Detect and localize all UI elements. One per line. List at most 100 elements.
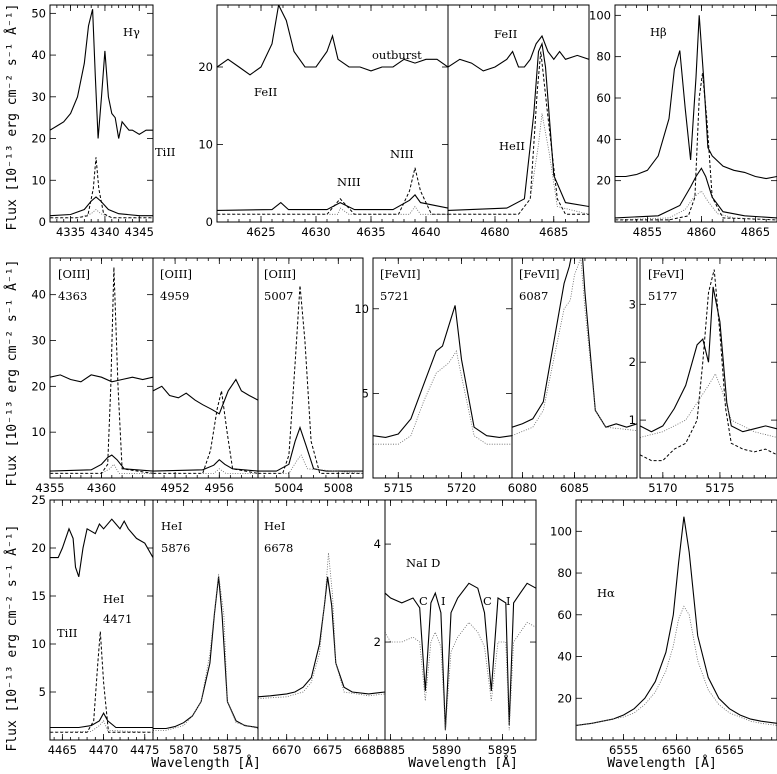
panel-7-series-3-line bbox=[258, 454, 363, 474]
x-tick-label: 5895 bbox=[488, 743, 517, 757]
x-tick-label: 5885 bbox=[376, 743, 405, 757]
x-tick-label: 4465 bbox=[48, 743, 77, 757]
y-tick-label: 20 bbox=[31, 132, 46, 146]
x-tick-label: 4860 bbox=[687, 225, 716, 239]
panel-3-annotation: HeII bbox=[499, 139, 525, 153]
panel-7-frame bbox=[257, 257, 364, 479]
panel-5-series-1-line bbox=[50, 374, 153, 383]
panel-2-series bbox=[217, 5, 448, 215]
panel-4-series bbox=[615, 15, 777, 221]
panel-13-frame bbox=[257, 499, 386, 741]
y-tick-label: 30 bbox=[31, 90, 46, 104]
panel-11-series bbox=[50, 518, 153, 733]
panel-9-annotation: [FeVII] bbox=[519, 267, 560, 281]
x-tick-label: 4640 bbox=[411, 225, 440, 239]
y-tick-label: 15 bbox=[31, 589, 46, 603]
y-tick-label: 20 bbox=[596, 174, 611, 188]
panel-7-annotation: 5007 bbox=[264, 289, 293, 303]
panel-1-annotation: Hγ bbox=[123, 25, 140, 39]
y-tick-label: 20 bbox=[31, 541, 46, 555]
x-tick-label: 4635 bbox=[356, 225, 385, 239]
x-tick-label: 4625 bbox=[246, 225, 275, 239]
y-tick-label: 10 bbox=[31, 637, 46, 651]
x-tick-label: 4335 bbox=[56, 225, 85, 239]
panel-11-series-1-line bbox=[50, 518, 153, 577]
panel-2-annotation: NIII bbox=[337, 175, 361, 189]
panel-9: 6080 6085 [FeVII] 6087 bbox=[508, 257, 638, 495]
panel-3-series bbox=[448, 34, 589, 215]
x-tick-label: 4855 bbox=[633, 225, 662, 239]
panel-14-annotation: C bbox=[483, 594, 492, 608]
x-tick-label: 5175 bbox=[705, 481, 734, 495]
panel-4-series-4-line bbox=[615, 190, 777, 221]
x-axis-label-2: Wavelength [Å] bbox=[408, 755, 518, 771]
y-tick-label: 100 bbox=[550, 524, 572, 538]
panel-6-series-3-line bbox=[153, 390, 258, 474]
panel-15-annotation: Hα bbox=[597, 586, 615, 600]
x-tick-label: 5170 bbox=[648, 481, 677, 495]
panel-15-series-1-line bbox=[576, 516, 777, 726]
panel-13-annotation: HeI bbox=[264, 519, 285, 533]
panel-6-annotation: 4959 bbox=[160, 289, 189, 303]
y-tick-label: 60 bbox=[596, 91, 611, 105]
panel-14-annotation: I bbox=[441, 594, 446, 608]
panel-5-annotation: [OIII] bbox=[58, 267, 90, 281]
x-tick-label: 4952 bbox=[160, 481, 189, 495]
panel-9-series-1-line bbox=[512, 258, 637, 428]
panel-5-series-4-line bbox=[50, 463, 153, 474]
panel-14-annotation: C bbox=[419, 594, 428, 608]
x-tick-label: 4680 bbox=[480, 225, 509, 239]
panel-1-series-1-line bbox=[50, 9, 153, 139]
panel-9-annotation: 6087 bbox=[519, 289, 548, 303]
panel-11: 4465 4470 4475 5 10 15 20 25 TiII HeI 4471 bbox=[31, 493, 159, 757]
panel-8-annotation: 5721 bbox=[380, 289, 409, 303]
panel-4-series-1-line bbox=[615, 15, 777, 180]
x-tick-label: 4630 bbox=[301, 225, 330, 239]
panel-10-annotation: [FeVI] bbox=[648, 267, 684, 281]
x-axis-label-3: Wavelength [Å] bbox=[607, 755, 717, 771]
y-tick-label: 5 bbox=[362, 386, 369, 400]
y-tick-label: 40 bbox=[596, 132, 611, 146]
panel-8-series-2-line bbox=[373, 350, 512, 445]
y-tick-label: 10 bbox=[31, 425, 46, 439]
x-tick-label: 5720 bbox=[447, 481, 476, 495]
x-tick-label: 5715 bbox=[384, 481, 413, 495]
x-tick-label: 5890 bbox=[432, 743, 461, 757]
panel-1-series-4-line bbox=[50, 208, 153, 219]
y-tick-label: 0 bbox=[39, 215, 46, 229]
panel-8-series bbox=[373, 305, 512, 445]
y-tick-label: 20 bbox=[198, 60, 213, 74]
x-tick-label: 6085 bbox=[560, 481, 589, 495]
panel-7-series-2-line bbox=[258, 285, 363, 474]
x-tick-label: 5008 bbox=[324, 481, 353, 495]
y-tick-label: 0 bbox=[206, 215, 213, 229]
y-axis-label-row1: Flux [10⁻¹³ erg cm⁻² s⁻¹ Å⁻¹] bbox=[4, 4, 20, 231]
axis-labels: Flux [10⁻¹³ erg cm⁻² s⁻¹ Å⁻¹] Flux [10⁻¹… bbox=[4, 4, 717, 771]
x-tick-label: 4475 bbox=[130, 743, 159, 757]
panel-10-series-1-line bbox=[640, 286, 777, 433]
y-axis-label-row3: Flux [10⁻¹³ erg cm⁻² s⁻¹ Å⁻¹] bbox=[4, 525, 20, 752]
panel-3-annotation: FeII bbox=[494, 27, 517, 41]
y-axis-label-row2: Flux [10⁻¹³ erg cm⁻² s⁻¹ Å⁻¹] bbox=[4, 260, 20, 487]
y-tick-label: 2 bbox=[374, 635, 381, 649]
panel-8-annotation: [FeVII] bbox=[380, 267, 421, 281]
panel-15-frame bbox=[575, 499, 777, 741]
panel-13-series-1-line bbox=[258, 576, 385, 698]
panel-11-annotation: HeI bbox=[103, 592, 124, 606]
y-tick-label: 10 bbox=[198, 138, 213, 152]
x-tick-label: 6555 bbox=[609, 743, 638, 757]
panel-2-series-3-line bbox=[217, 167, 448, 215]
panel-5-series-2-line bbox=[50, 454, 153, 472]
y-tick-label: 100 bbox=[589, 8, 611, 22]
x-tick-label: 6675 bbox=[313, 743, 342, 757]
panel-7: 5004 5008 [OIII] 5007 bbox=[257, 257, 364, 495]
panel-5-series bbox=[50, 267, 153, 474]
panel-2-series-2-line bbox=[217, 194, 448, 211]
panel-13-series bbox=[258, 552, 385, 700]
y-tick-label: 60 bbox=[557, 608, 572, 622]
panel-7-series-1-line bbox=[258, 425, 363, 472]
panel-7-annotation: [OIII] bbox=[264, 267, 296, 281]
panel-11-series-3-line bbox=[50, 631, 153, 733]
panel-12-series-1-line bbox=[153, 576, 258, 730]
